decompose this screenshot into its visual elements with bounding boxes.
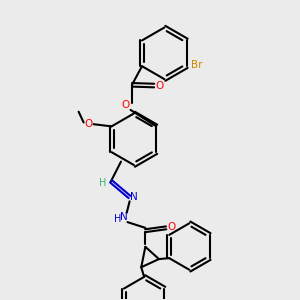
Text: O: O [155, 80, 164, 91]
Text: H: H [114, 214, 121, 224]
Text: Br: Br [191, 61, 203, 70]
Text: H: H [99, 178, 106, 188]
Text: O: O [167, 222, 175, 232]
Text: O: O [122, 100, 130, 110]
Text: N: N [130, 192, 138, 202]
Text: N: N [120, 212, 128, 222]
Text: O: O [84, 118, 92, 128]
